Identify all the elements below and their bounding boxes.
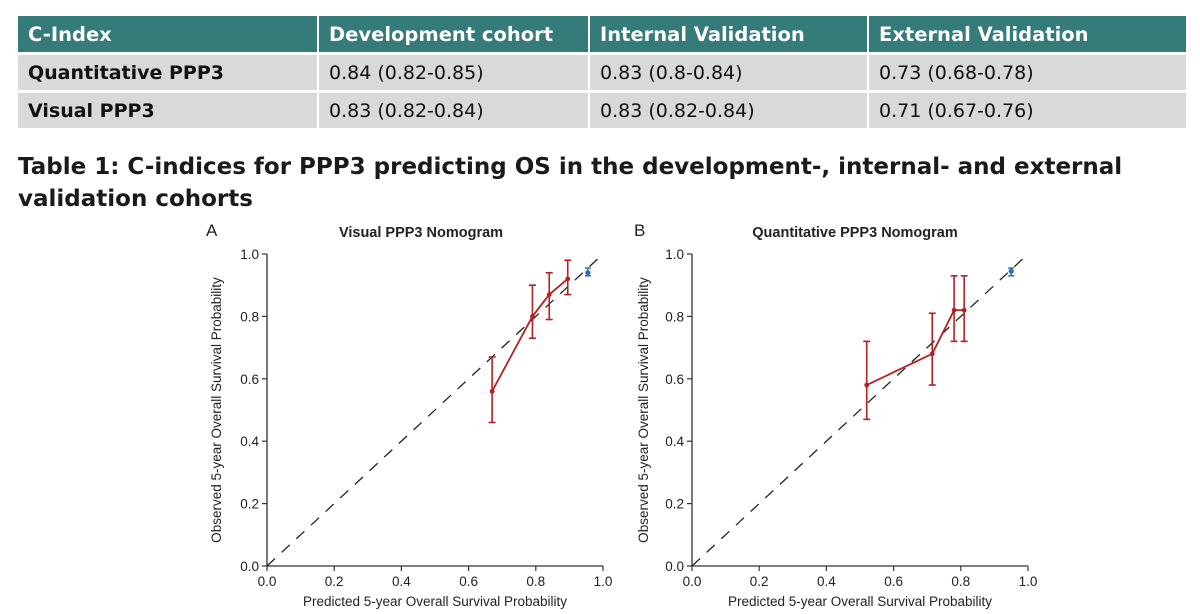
column-header: Internal Validation xyxy=(588,16,867,52)
x-tick-label: 0.6 xyxy=(884,574,903,589)
x-tick-label: 0.2 xyxy=(325,574,344,589)
table-cell: 0.83 (0.82-0.84) xyxy=(588,90,867,128)
chart-title: Visual PPP3 Nomogram xyxy=(339,225,503,241)
data-point xyxy=(530,314,535,319)
ideal-calibration-line xyxy=(691,258,1024,567)
data-point xyxy=(929,351,935,357)
calibration-panel-a: 0.0 0.2 0.4 0.6 0.8 1.0 0.0 0.2 0.4 0.6 0.8 1.0 A Vis… xyxy=(206,221,612,609)
column-header: External Validation xyxy=(867,16,1186,52)
y-axis-label: Observed 5-year Overall Survival Probabi… xyxy=(209,277,224,543)
calibration-curve xyxy=(866,309,965,386)
row-header: Quantitative PPP3 xyxy=(18,52,317,90)
x-axis-label: Predicted 5-year Overall Survival Probab… xyxy=(303,594,567,609)
reference-point xyxy=(585,270,591,276)
y-tick-label: 0.8 xyxy=(240,309,259,324)
y-tick-label: 0.2 xyxy=(665,497,684,512)
y-axis-label: Observed 5-year Overall Survival Probabi… xyxy=(636,277,651,543)
table-header-row: C-Index Development cohort Internal Vali… xyxy=(18,16,1186,52)
panel-label: B xyxy=(634,221,645,240)
table-row: Quantitative PPP3 0.84 (0.82-0.85) 0.83 … xyxy=(18,52,1186,90)
panel-label: A xyxy=(206,221,218,240)
x-tick-label: 1.0 xyxy=(1019,574,1038,589)
table-caption: Table 1: C-indices for PPP3 predicting O… xyxy=(18,154,1123,212)
x-tick-label: 0.8 xyxy=(526,574,545,589)
data-point xyxy=(546,292,552,297)
data-point xyxy=(864,382,870,388)
x-tick-label: 1.0 xyxy=(594,574,613,589)
x-tick-label: 0.4 xyxy=(392,574,411,589)
data-point xyxy=(961,307,967,313)
y-tick-label: 0.4 xyxy=(665,434,684,449)
row-header: Visual PPP3 xyxy=(18,90,317,128)
y-tick-label: 0.0 xyxy=(240,559,259,574)
x-tick-label: 0.0 xyxy=(683,574,702,589)
table-cell: 0.83 (0.8-0.84) xyxy=(588,52,867,90)
calibration-panel-b: 0.0 0.2 0.4 0.6 0.8 1.0 0.0 0.2 0.4 0.6 0.8 1.0 B Qua… xyxy=(634,221,1037,609)
x-tick-label: 0.6 xyxy=(459,574,478,589)
x-tick-label: 0.2 xyxy=(750,574,769,589)
reference-point xyxy=(1008,268,1014,274)
data-point xyxy=(489,388,495,394)
x-tick-label: 0.0 xyxy=(258,574,277,589)
x-tick-label: 0.8 xyxy=(951,574,970,589)
chart-title: Quantitative PPP3 Nomogram xyxy=(752,225,957,241)
y-tick-label: 0.2 xyxy=(240,497,259,512)
y-tick-label: 1.0 xyxy=(665,247,684,262)
calibration-curve xyxy=(491,278,569,392)
column-header: Development cohort xyxy=(317,16,588,52)
column-header: C-Index xyxy=(18,16,317,52)
data-point xyxy=(951,307,957,313)
y-tick-label: 0.6 xyxy=(240,372,259,387)
ideal-calibration-line xyxy=(266,258,599,567)
y-tick-label: 0.6 xyxy=(665,372,684,387)
table-cell: 0.73 (0.68-0.78) xyxy=(867,52,1186,90)
x-tick-label: 0.4 xyxy=(817,574,836,589)
y-tick-label: 0.4 xyxy=(240,434,259,449)
table-cell: 0.83 (0.82-0.84) xyxy=(317,90,588,128)
y-tick-label: 0.8 xyxy=(665,309,684,324)
c-index-table: C-Index Development cohort Internal Vali… xyxy=(18,16,1186,128)
table-cell: 0.71 (0.67-0.76) xyxy=(867,90,1186,128)
table-row: Visual PPP3 0.83 (0.82-0.84) 0.83 (0.82-… xyxy=(18,90,1186,128)
y-tick-label: 0.0 xyxy=(665,559,684,574)
y-tick-label: 1.0 xyxy=(240,247,259,262)
data-point xyxy=(565,276,571,282)
table-cell: 0.84 (0.82-0.85) xyxy=(317,52,588,90)
x-axis-label: Predicted 5-year Overall Survival Probab… xyxy=(728,594,992,609)
